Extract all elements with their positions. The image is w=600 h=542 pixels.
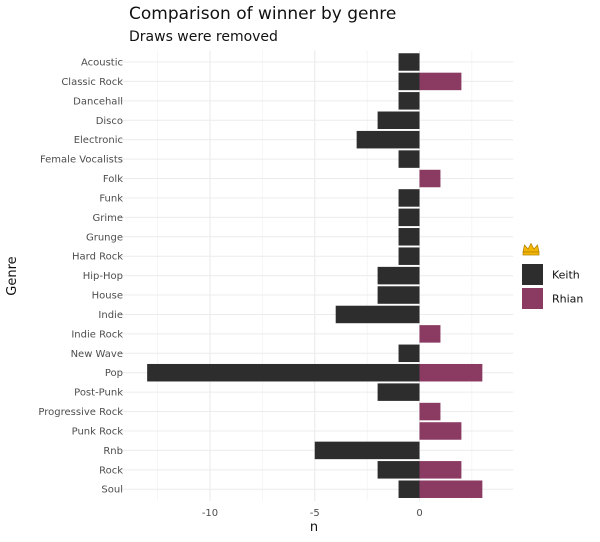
- bar-keith-electronic: [356, 130, 420, 149]
- y-tick-label: Indie Rock: [71, 329, 123, 340]
- bar-keith-hip-hop: [377, 266, 420, 285]
- bar-keith-new-wave: [398, 344, 420, 363]
- bar-keith-house: [377, 286, 420, 304]
- y-tick-label: Hip-Hop: [83, 271, 123, 282]
- bar-keith-dancehall: [398, 92, 420, 110]
- y-tick-label: House: [92, 291, 123, 302]
- y-tick-label: Post-Punk: [74, 388, 123, 399]
- y-tick-label: Dancehall: [73, 96, 123, 107]
- legend-key-keith: [522, 264, 543, 285]
- y-tick-label: Funk: [99, 193, 123, 204]
- bar-rhian-folk: [419, 169, 441, 188]
- x-tick-label: 0: [416, 508, 422, 519]
- y-tick-label: Rnb: [103, 446, 123, 457]
- y-tick-label: Punk Rock: [72, 426, 124, 437]
- bar-rhian-soul: [419, 480, 483, 498]
- bar-keith-female-vocalists: [398, 150, 420, 168]
- y-tick-label: Rock: [99, 465, 123, 476]
- crown-icon: [522, 242, 540, 256]
- bar-keith-grime: [398, 208, 420, 227]
- y-tick-label: Female Vocalists: [40, 155, 123, 166]
- x-tick-label: -5: [310, 508, 320, 519]
- x-axis-title: n: [310, 520, 318, 535]
- bar-keith-soul: [398, 480, 420, 498]
- bar-keith-disco: [377, 111, 420, 130]
- y-tick-label: Pop: [105, 368, 123, 379]
- bar-keith-post-punk: [377, 383, 420, 401]
- bar-rhian-rock: [419, 461, 462, 479]
- bar-keith-classic-rock: [398, 72, 420, 91]
- bar-keith-rock: [377, 461, 420, 479]
- legend-label-keith: Keith: [552, 269, 580, 282]
- y-tick-label: Soul: [101, 485, 123, 496]
- y-tick-label: Acoustic: [81, 58, 123, 69]
- bar-rhian-classic-rock: [419, 72, 462, 91]
- bar-rhian-progressive-rock: [419, 402, 441, 421]
- bars: [147, 53, 483, 498]
- y-tick-labels: Acoustic Classic Rock Dancehall Disco Electr…: [38, 58, 123, 496]
- bar-rhian-pop: [419, 363, 483, 382]
- chart-subtitle: Draws were removed: [129, 29, 278, 45]
- y-tick-label: New Wave: [71, 349, 123, 360]
- chart-title: Comparison of winner by genre: [129, 4, 396, 24]
- legend-key-rhian: [522, 288, 543, 309]
- bar-keith-acoustic: [398, 53, 420, 71]
- y-tick-label: Electronic: [74, 135, 123, 146]
- y-tick-label: Progressive Rock: [38, 407, 123, 418]
- y-tick-label: Grunge: [86, 232, 123, 243]
- y-tick-label: Hard Rock: [72, 252, 123, 263]
- legend-label-rhian: Rhian: [552, 293, 583, 306]
- bar-keith-rnb: [314, 441, 420, 460]
- bar-keith-grunge: [398, 228, 420, 246]
- y-tick-label: Classic Rock: [61, 77, 123, 88]
- y-tick-label: Folk: [103, 174, 123, 185]
- y-tick-label: Disco: [96, 116, 123, 127]
- y-tick-label: Grime: [92, 213, 123, 224]
- bar-rhian-indie-rock: [419, 325, 441, 343]
- bar-rhian-punk-rock: [419, 422, 462, 440]
- bar-keith-pop: [147, 363, 420, 382]
- bar-keith-hard-rock: [398, 247, 420, 265]
- x-tick-labels: -10 -5 0: [202, 508, 423, 519]
- legend: Keith Rhian: [522, 242, 583, 309]
- bar-keith-funk: [398, 189, 420, 207]
- y-tick-label: Indie: [98, 310, 123, 321]
- y-axis-title: Genre: [5, 256, 20, 295]
- bar-keith-indie: [335, 305, 420, 324]
- x-tick-label: -10: [202, 508, 218, 519]
